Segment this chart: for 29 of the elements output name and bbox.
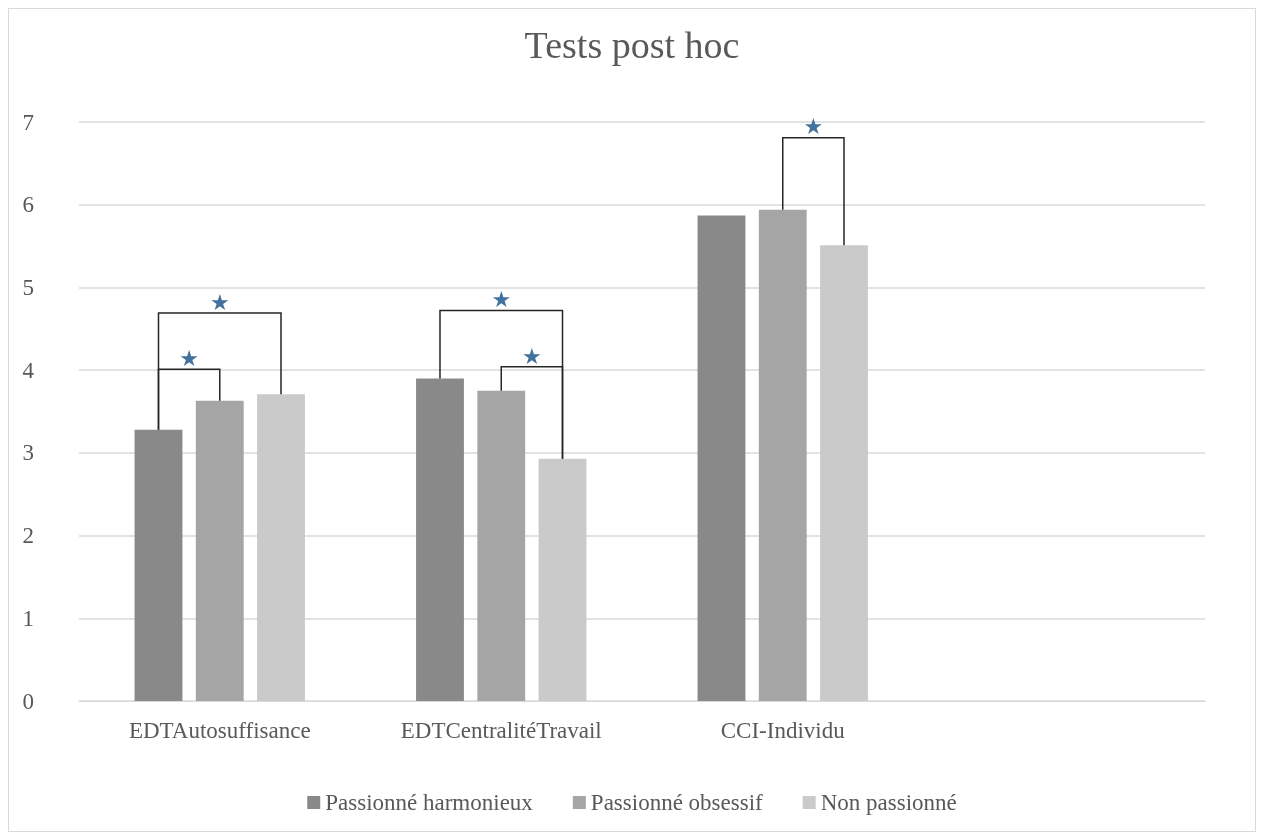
bar <box>697 215 746 701</box>
y-tick-label: 0 <box>22 688 34 714</box>
bar <box>758 209 807 701</box>
legend-label: Passionné harmonieux <box>325 790 534 815</box>
y-tick-label: 4 <box>22 357 35 383</box>
chart-title: Tests post hoc <box>524 24 740 66</box>
y-tick-label: 3 <box>22 440 34 466</box>
y-tick-label: 7 <box>22 109 34 135</box>
y-tick-label: 5 <box>22 274 34 300</box>
annotation: ★ <box>803 114 824 140</box>
annotation: ★ <box>491 287 512 313</box>
annotation: ★ <box>179 346 199 372</box>
x-tick-label: EDTAutosuffisance <box>128 718 311 743</box>
bar <box>477 390 526 701</box>
legend-label: Non passionné <box>820 790 957 815</box>
x-tick-label: CCI-Individu <box>720 718 846 743</box>
bar <box>538 458 587 701</box>
bar <box>134 429 183 701</box>
x-tick-label: EDTCentralitéTravail <box>400 718 602 743</box>
annotation: ★ <box>209 289 230 315</box>
legend-label: Passionné obsessif <box>590 790 764 815</box>
bar <box>820 245 868 701</box>
bar <box>416 378 464 701</box>
bar <box>257 394 305 701</box>
y-tick-label: 1 <box>22 605 34 631</box>
y-tick-label: 2 <box>22 523 34 549</box>
bar <box>195 400 244 701</box>
y-tick-label: 6 <box>22 192 34 218</box>
annotation: ★ <box>522 343 542 369</box>
